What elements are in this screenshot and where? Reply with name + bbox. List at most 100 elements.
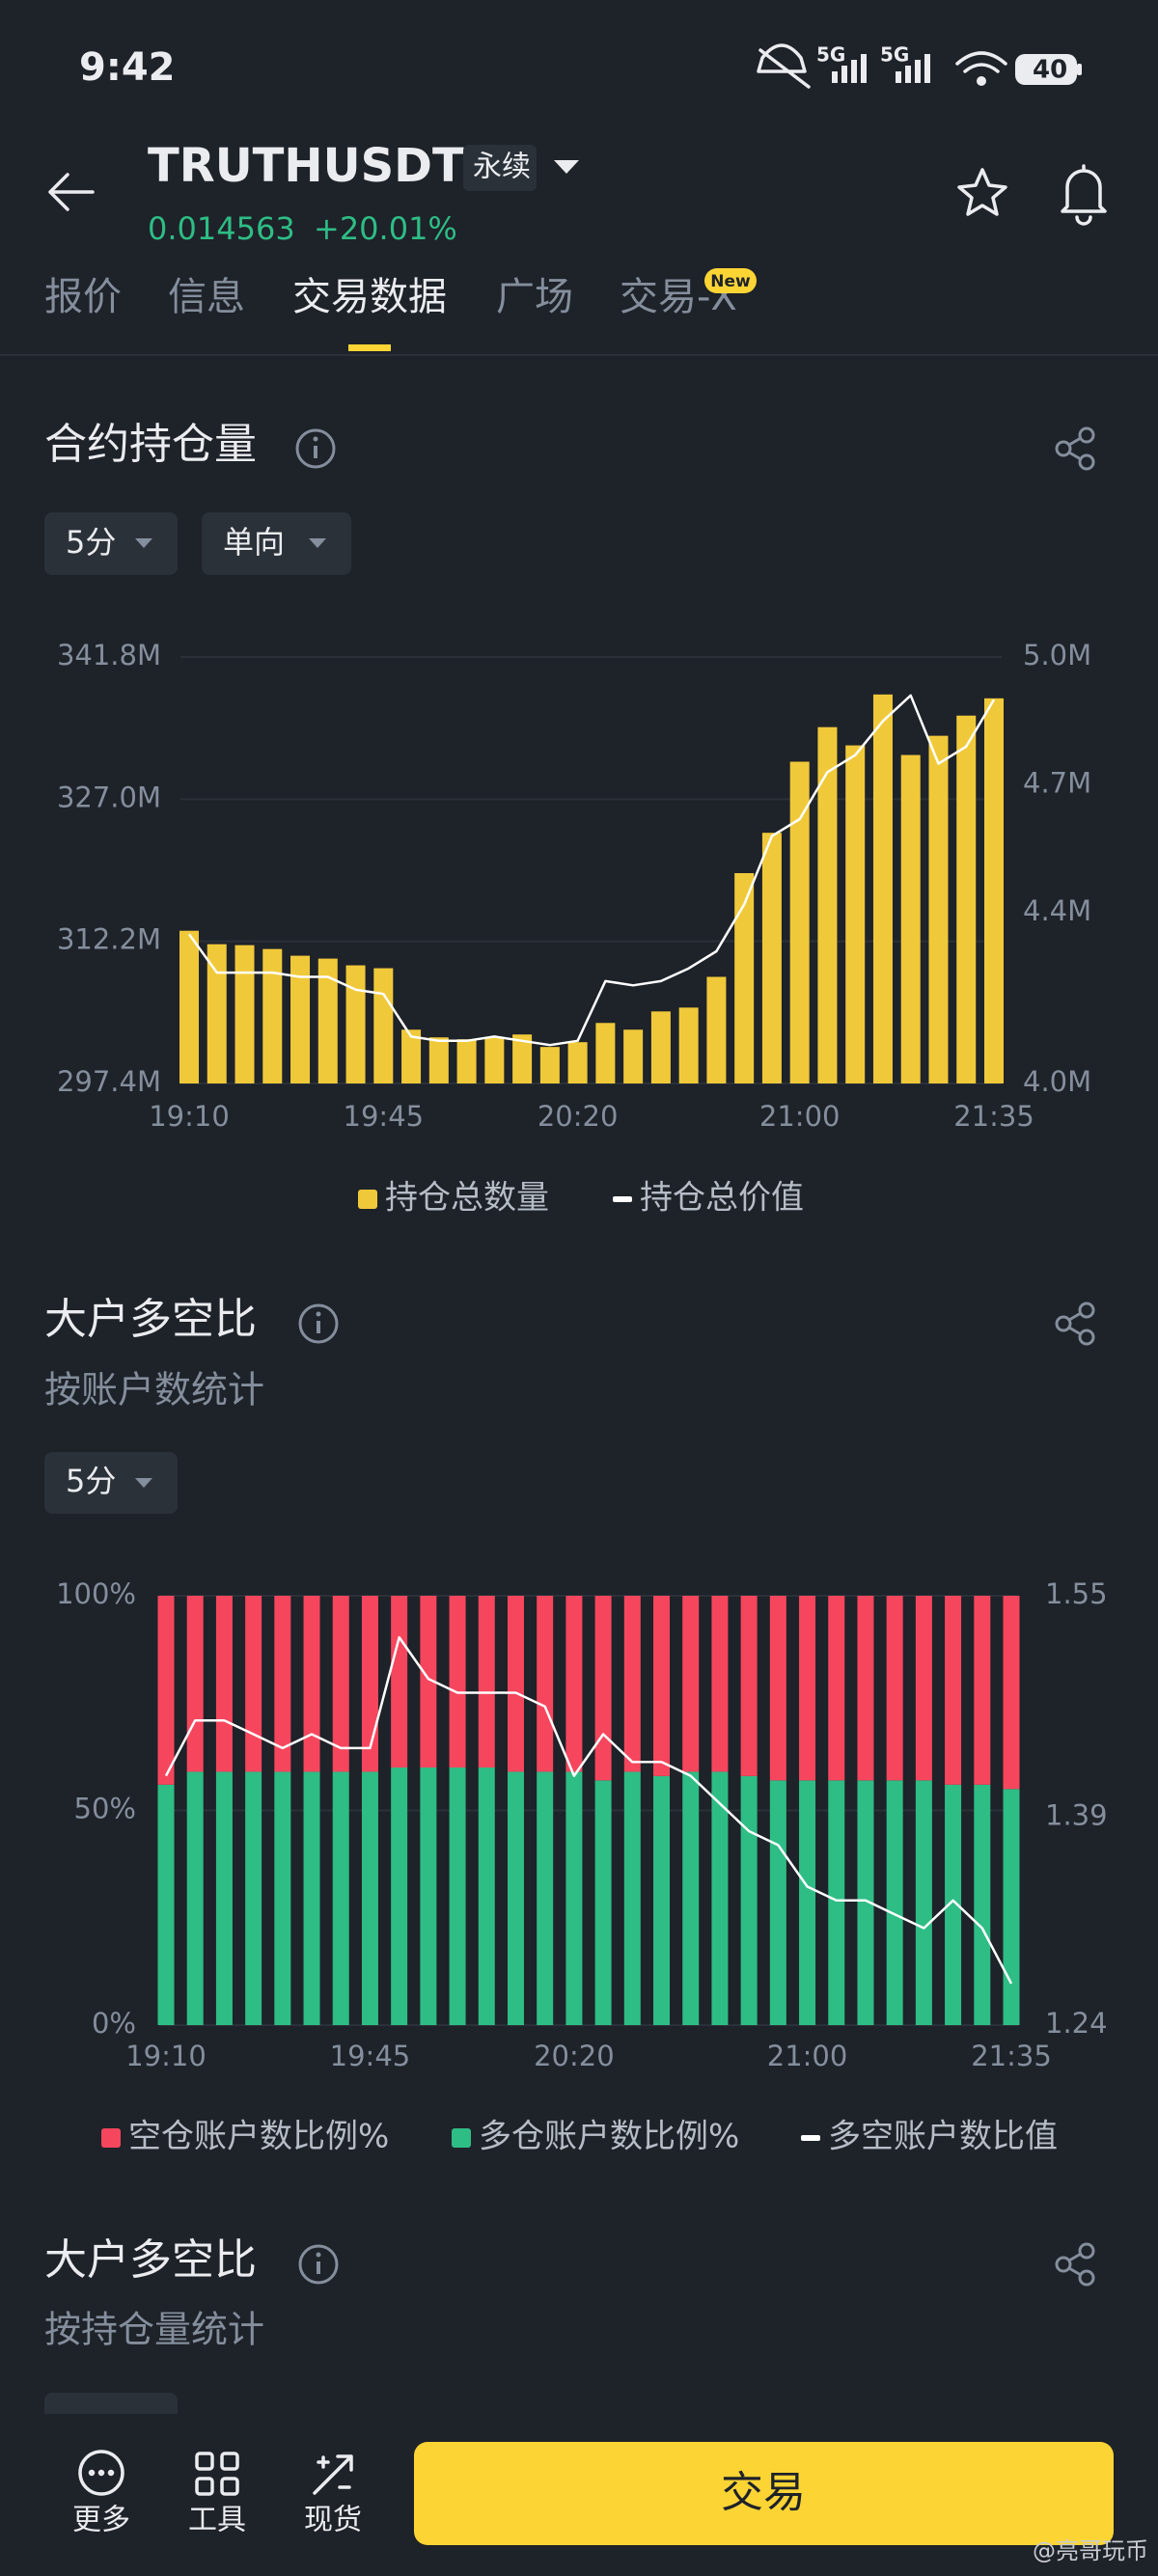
bar — [872, 694, 893, 1083]
line — [164, 1635, 1013, 1985]
tab[interactable]: 信息 — [168, 275, 245, 319]
bar — [828, 1596, 845, 1781]
bar — [234, 945, 255, 1083]
bar — [928, 735, 949, 1083]
legend-swatch — [101, 2128, 121, 2148]
bar — [507, 1771, 524, 2025]
bar — [595, 1023, 616, 1083]
battery-level: 40 — [1033, 56, 1067, 85]
bar — [157, 1596, 175, 1785]
bar — [857, 1780, 874, 2025]
bar — [507, 1596, 524, 1772]
trade-button[interactable] — [414, 2442, 1114, 2545]
x-tick-label: 21:00 — [767, 2040, 848, 2072]
bar — [207, 944, 227, 1083]
bar — [215, 1596, 233, 1772]
nav-label[interactable]: 工具 — [188, 2504, 246, 2537]
watermark: @亮哥玩币 — [1033, 2537, 1148, 2564]
bar — [512, 1034, 533, 1083]
alert-button[interactable] — [1061, 164, 1107, 226]
tab[interactable]: 报价 — [44, 275, 122, 319]
filter-chip[interactable] — [202, 512, 351, 575]
network-label: 5G — [880, 43, 909, 67]
y2-tick-label: 1.39 — [1045, 1799, 1108, 1832]
bar — [761, 833, 782, 1083]
bar — [274, 1771, 291, 2025]
y2-tick-label: 1.55 — [1045, 1577, 1108, 1610]
filter-label: 5分 — [66, 524, 116, 561]
x-tick-label: 20:20 — [538, 1100, 619, 1133]
bar — [186, 1596, 204, 1772]
bar — [537, 1771, 554, 2025]
bar — [740, 1775, 758, 2025]
bar — [449, 1768, 466, 2025]
filter-chip[interactable] — [44, 1452, 178, 1514]
y-tick-label: 312.2M — [57, 923, 161, 956]
trade-button-label[interactable]: 交易 — [721, 2468, 806, 2517]
bar — [373, 968, 394, 1083]
legend-label: 多空账户数比值 — [828, 2118, 1058, 2156]
bar — [886, 1780, 903, 2025]
bar — [828, 1780, 845, 2025]
bar — [484, 1037, 505, 1083]
legend-label: 空仓账户数比例% — [128, 2118, 389, 2156]
price-change: +20.01% — [314, 210, 457, 247]
bar — [984, 698, 1004, 1083]
bar — [567, 1042, 588, 1083]
y-tick-label: 297.4M — [57, 1065, 161, 1098]
bar — [391, 1768, 408, 2025]
nav-label[interactable]: 更多 — [72, 2504, 130, 2537]
bar — [945, 1596, 962, 1785]
info-icon[interactable] — [298, 1303, 339, 1344]
y2-tick-label: 1.24 — [1045, 2007, 1108, 2040]
bar — [345, 965, 366, 1083]
new-badge — [704, 268, 757, 293]
favorite-button[interactable] — [957, 168, 1007, 216]
bar — [262, 948, 283, 1083]
bar — [817, 726, 838, 1083]
more-icon[interactable] — [78, 2450, 124, 2496]
nav-label[interactable]: 现货 — [304, 2504, 362, 2537]
share-icon[interactable] — [1055, 426, 1095, 471]
back-button[interactable] — [48, 173, 95, 211]
bar — [594, 1596, 612, 1781]
symbol-dropdown[interactable] — [554, 160, 579, 174]
bar — [623, 1029, 644, 1083]
bar — [594, 1780, 612, 2025]
bar — [361, 1771, 378, 2025]
bar — [857, 1596, 874, 1781]
share-icon[interactable] — [1055, 2242, 1095, 2287]
x-tick-label: 20:20 — [534, 2040, 615, 2072]
x-tick-label: 21:00 — [759, 1100, 841, 1133]
section-title: 大户多空比 — [44, 1295, 257, 1344]
bar — [565, 1596, 583, 1772]
legend-label: 持仓总价值 — [640, 1179, 804, 1218]
chart: 297.4M 312.2M 327.0M 341.8M 4.0M 4.4M 4.7M 5.0M… — [57, 639, 1091, 1218]
bar — [478, 1768, 495, 2025]
chart: 0% 50% 100% 1.24 1.39 1.55 19:10 19:45 20:20 21:0… — [56, 1577, 1108, 2156]
info-icon[interactable] — [298, 2244, 339, 2285]
filter-chip[interactable] — [44, 512, 178, 575]
x-tick-label: 21:35 — [953, 1100, 1034, 1133]
chip-arrow — [309, 538, 326, 548]
bar — [945, 1784, 962, 2025]
bar — [915, 1596, 932, 1781]
bar — [391, 1596, 408, 1768]
tools-icon[interactable] — [195, 2452, 239, 2496]
bar — [456, 1039, 477, 1083]
info-icon[interactable] — [295, 428, 336, 469]
legend-swatch — [613, 1196, 632, 1202]
y-tick-label: 327.0M — [57, 781, 161, 813]
line — [187, 694, 996, 1047]
status-time: 9:42 — [79, 45, 176, 90]
bar — [1003, 1596, 1020, 1790]
network-label: 5G — [816, 43, 845, 67]
legend-swatch — [801, 2135, 820, 2141]
share-icon[interactable] — [1055, 1302, 1095, 1346]
spot-icon[interactable] — [313, 2454, 353, 2495]
bar — [245, 1771, 262, 2025]
tab[interactable]: 广场 — [496, 275, 573, 319]
tab[interactable]: 交易数据 — [292, 275, 447, 319]
bar — [317, 958, 338, 1083]
